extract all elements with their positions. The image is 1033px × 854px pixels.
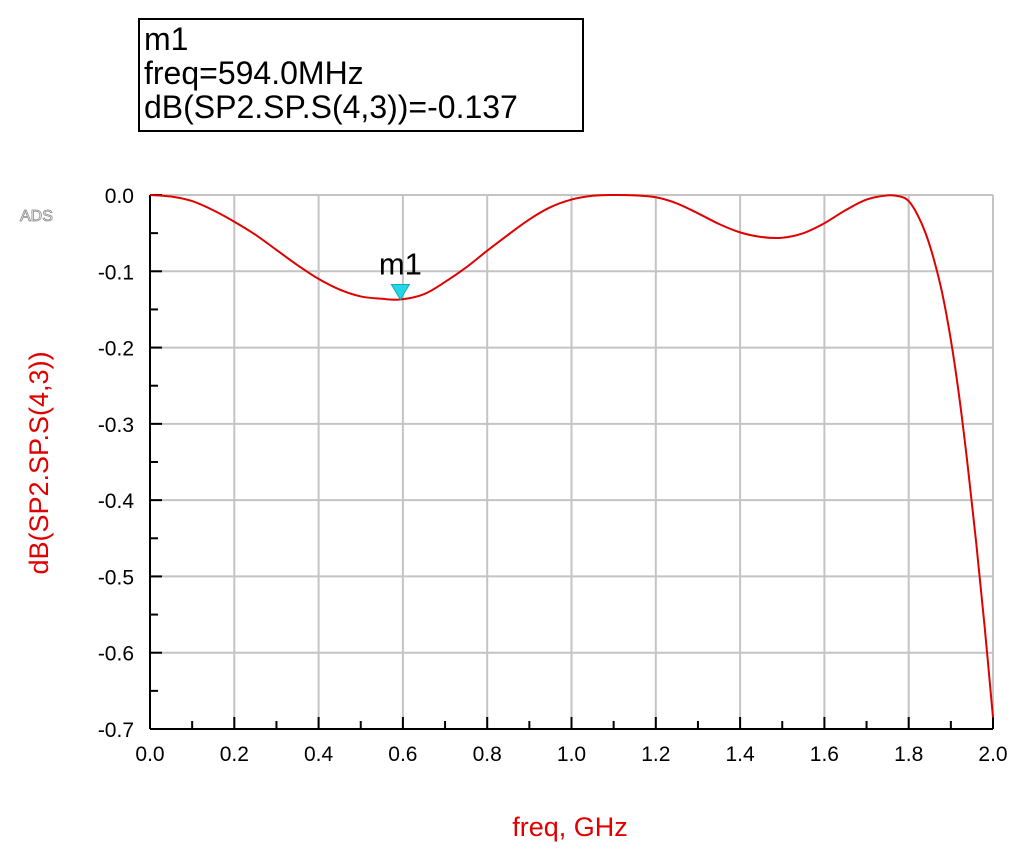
y-tick-label: -0.2 xyxy=(98,338,134,361)
marker-freq: freq=594.0MHz xyxy=(144,55,364,91)
x-tick-label: 0.6 xyxy=(388,743,417,766)
x-tick-label: 1.0 xyxy=(557,743,586,766)
marker-value: dB(SP2.SP.S(4,3))=-0.137 xyxy=(144,89,518,125)
x-tick-label: 1.4 xyxy=(725,743,755,766)
x-tick-label: 1.2 xyxy=(641,743,670,766)
x-axis-title: freq, GHz xyxy=(512,812,628,842)
x-tick-label: 1.6 xyxy=(810,743,839,766)
marker-triangle-icon[interactable] xyxy=(390,284,411,301)
y-tick-label: -0.3 xyxy=(98,414,134,437)
y-tick-label: -0.6 xyxy=(98,643,134,666)
y-tick-label: -0.1 xyxy=(98,261,134,284)
marker-label: m1 xyxy=(379,247,422,282)
x-tick-label: 0.0 xyxy=(135,743,164,766)
markers-group[interactable]: m1 xyxy=(379,247,422,301)
y-tick-labels: 0.0 -0.1 -0.2 -0.3 -0.4 -0.5 -0.6 -0.7 xyxy=(98,185,135,742)
series-line xyxy=(149,193,994,718)
y-tick-label: -0.7 xyxy=(98,719,134,742)
y-tick-label: -0.4 xyxy=(98,490,135,513)
axis-ticks xyxy=(149,194,994,730)
x-tick-label: 0.8 xyxy=(473,743,502,766)
x-tick-label: 0.2 xyxy=(220,743,249,766)
y-tick-label: -0.5 xyxy=(98,566,134,589)
x-tick-label: 0.4 xyxy=(304,743,334,766)
x-tick-label: 2.0 xyxy=(978,743,1007,766)
series-group xyxy=(149,193,994,718)
grid xyxy=(150,195,993,729)
marker-readout-box[interactable]: m1 freq=594.0MHz dB(SP2.SP.S(4,3))=-0.13… xyxy=(138,18,584,132)
y-axis-title: dB(SP2.SP.S(4,3)) xyxy=(24,351,54,574)
y-tick-label: 0.0 xyxy=(105,185,134,208)
ads-logo: ADS xyxy=(20,208,53,225)
marker-name: m1 xyxy=(144,21,189,57)
x-tick-label: 1.8 xyxy=(894,743,923,766)
x-tick-labels: 0.0 0.2 0.4 0.6 0.8 1.0 1.2 1.4 1.6 1.8 2.0 xyxy=(135,743,1007,766)
